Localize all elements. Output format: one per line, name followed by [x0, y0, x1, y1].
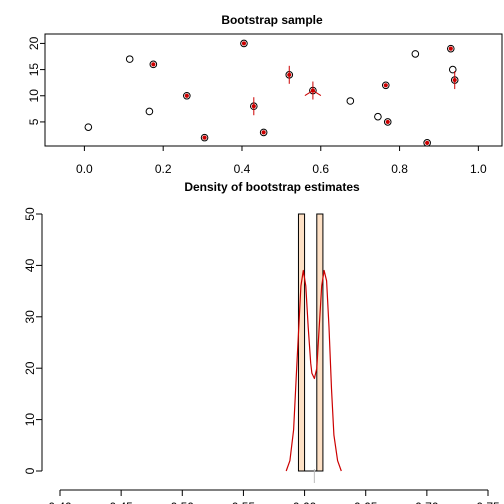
data-point [84, 123, 93, 131]
scatter-plot: 0.0 0.2 0.4 0.6 0.8 1.0 5 10 15 20 [27, 33, 503, 176]
x-tick-label: 0.75 [476, 500, 500, 504]
resample-marker [184, 93, 189, 98]
resample-marker [304, 90, 314, 96]
resample-marker [312, 90, 322, 96]
data-point [381, 81, 390, 90]
x-tick-label: 0.4 [234, 162, 251, 176]
y-tick-label: 10 [23, 413, 37, 427]
y-tick-label: 50 [23, 207, 37, 221]
data-point [183, 91, 191, 100]
x-tick-label: 0.8 [391, 162, 408, 176]
data-point [240, 39, 248, 48]
resample-marker [241, 41, 247, 46]
density-curve [285, 269, 342, 472]
chart-title-histogram: Density of bootstrap estimates [184, 180, 360, 194]
resample-marker [261, 130, 266, 135]
x-tick-label: 0.55 [232, 500, 256, 504]
x-tick-label: 0.65 [354, 500, 378, 504]
data-point [383, 118, 392, 126]
data-point [448, 65, 457, 74]
data-point [259, 128, 268, 137]
histogram-plot: 0 10 20 30 40 50 0.40 0.45 0.50 0.55 0.60 0.65 0.70 0… [23, 207, 500, 504]
data-point [374, 112, 382, 121]
y-tick-label: 40 [23, 258, 37, 272]
y-tick-label: 30 [23, 310, 37, 324]
x-tick-label: 0.0 [76, 162, 93, 176]
resample-marker [425, 140, 430, 145]
data-point [346, 97, 355, 105]
x-tick-label: 0.50 [171, 500, 195, 504]
y-tick-label: 5 [27, 118, 41, 125]
y-tick-label: 20 [27, 36, 41, 50]
data-point [446, 44, 455, 53]
x-tick-label: 0.45 [109, 500, 133, 504]
chart-title-scatter: Bootstrap sample [221, 13, 323, 27]
x-tick-label: 0.60 [293, 500, 317, 504]
histogram-bar [297, 213, 306, 472]
x-tick-label: 0.40 [48, 500, 72, 504]
x-tick-label: 1.0 [470, 162, 487, 176]
resample-marker [202, 135, 207, 140]
data-point [200, 133, 209, 142]
x-tick-label: 0.2 [155, 162, 172, 176]
data-point [411, 50, 420, 58]
resample-marker [151, 62, 156, 67]
y-tick-label: 0 [23, 467, 37, 474]
y-tick-label: 10 [27, 89, 41, 103]
y-tick-label: 15 [27, 63, 41, 77]
y-tick-label: 20 [23, 361, 37, 375]
data-point [149, 60, 158, 69]
data-point [423, 139, 431, 147]
data-point [125, 55, 134, 63]
resample-marker [385, 119, 390, 125]
resample-marker [383, 83, 388, 88]
scatter-plot-frame [44, 33, 503, 147]
data-point [145, 107, 154, 116]
resample-marker [448, 46, 453, 51]
x-tick-label: 0.6 [312, 162, 329, 176]
x-tick-label: 0.70 [415, 500, 439, 504]
